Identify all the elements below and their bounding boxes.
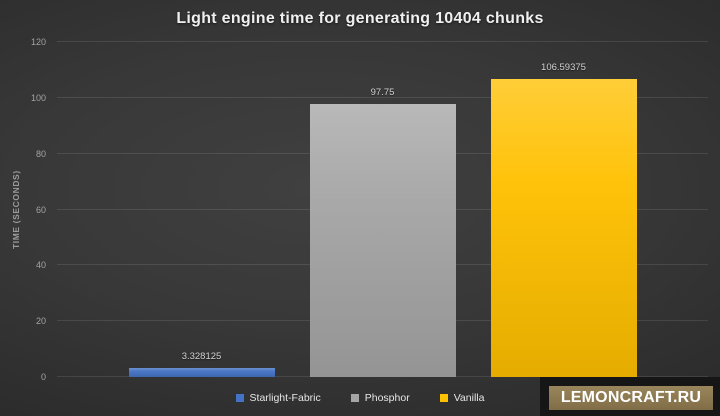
bar-value-label: 3.328125 xyxy=(181,350,222,362)
bar-value-label: 97.75 xyxy=(370,87,395,99)
chart-title: Light engine time for generating 10404 c… xyxy=(176,10,544,27)
y-tick-label: 0 xyxy=(40,372,46,382)
plot-area: 3.328125 97.75 106.59375 xyxy=(57,41,708,377)
watermark-text: LEMONCRAFT.RU xyxy=(560,389,702,406)
watermark-box: LEMONCRAFT.RU xyxy=(549,386,713,410)
bar-phosphor xyxy=(309,104,456,377)
legend-label: Starlight-Fabric xyxy=(249,392,321,404)
legend-item-starlight-fabric: Starlight-Fabric xyxy=(235,392,321,404)
y-tick-label: 80 xyxy=(35,148,46,159)
legend: Starlight-Fabric Phosphor Vanilla xyxy=(0,392,720,404)
legend-swatch-vanilla xyxy=(439,394,448,402)
gridline xyxy=(57,41,708,42)
bar-starlight-fabric xyxy=(128,367,275,377)
legend-label: Phosphor xyxy=(364,392,410,404)
legend-item-phosphor: Phosphor xyxy=(350,392,410,404)
bar-vanilla xyxy=(490,79,637,377)
legend-label: Vanilla xyxy=(453,392,485,404)
watermark: LEMONCRAFT.RU xyxy=(540,377,720,416)
legend-swatch-phosphor xyxy=(350,394,359,402)
y-tick-label: 60 xyxy=(35,204,46,215)
y-tick-label: 20 xyxy=(35,316,46,327)
legend-swatch-starlight-fabric xyxy=(235,394,244,402)
y-tick-label: 100 xyxy=(30,92,46,103)
bar-value-label: 106.59375 xyxy=(541,62,586,74)
gridline xyxy=(57,96,708,98)
y-tick-label: 120 xyxy=(30,37,46,47)
y-tick-label: 40 xyxy=(35,260,46,271)
legend-item-vanilla: Vanilla xyxy=(439,392,485,404)
